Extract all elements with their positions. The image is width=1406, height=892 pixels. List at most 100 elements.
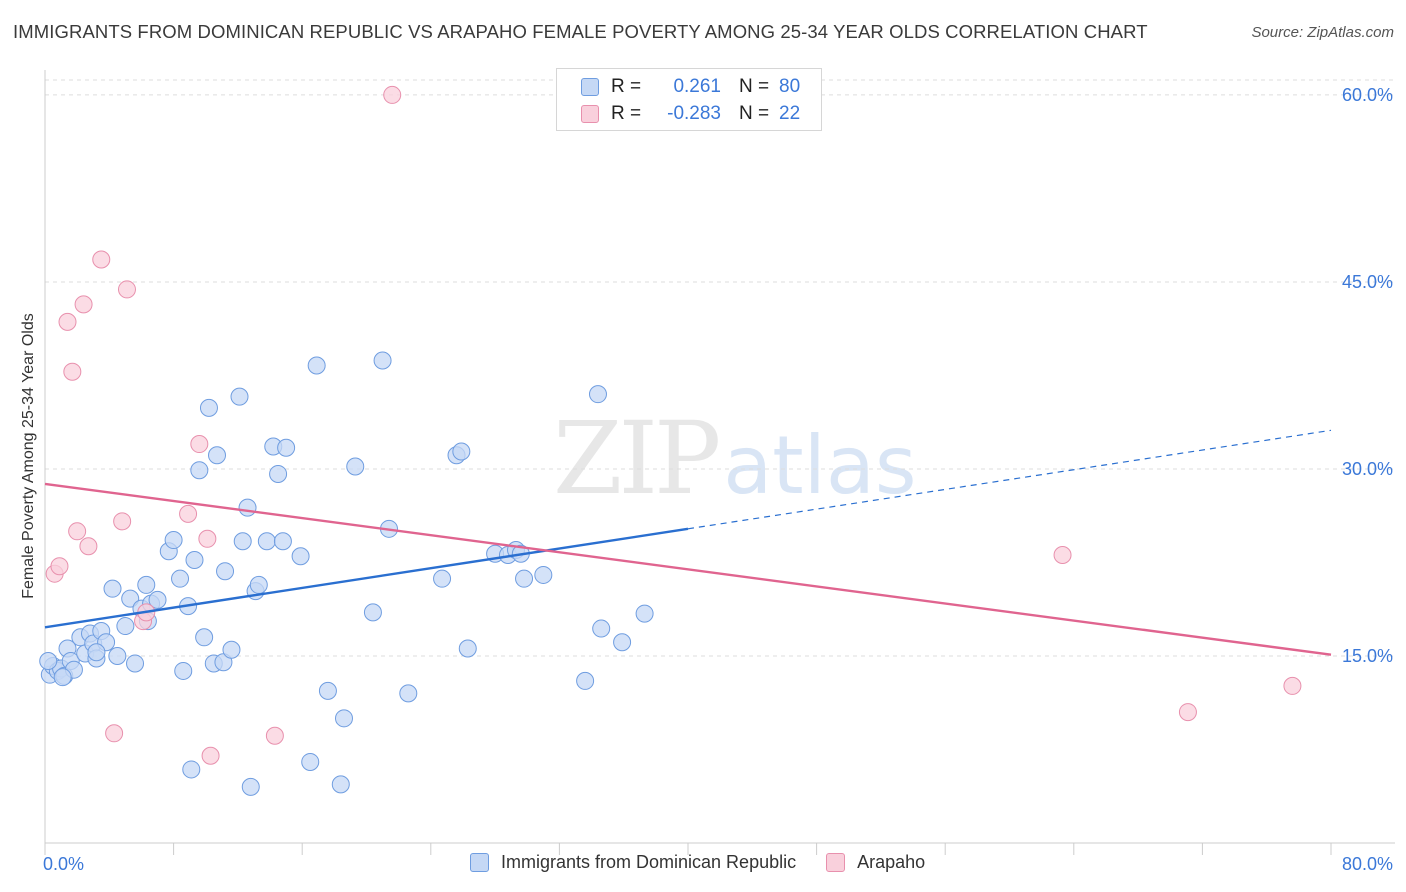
- legend-n-label: N =: [739, 103, 770, 124]
- point-dominican: [190, 461, 209, 480]
- legend-n-label: N =: [739, 76, 770, 97]
- series-legend-label: Arapaho: [857, 852, 926, 872]
- series-legend: Immigrants from Dominican Republic Arapa…: [470, 852, 955, 873]
- point-dominican: [87, 643, 106, 662]
- point-dominican: [164, 531, 183, 550]
- legend-r-value: -0.283: [667, 103, 721, 124]
- point-arapaho: [383, 85, 402, 104]
- point-arapaho: [265, 726, 284, 745]
- trendline-arapaho: [44, 482, 1332, 656]
- trendline-dominican-extension: [687, 429, 1332, 530]
- point-arapaho: [179, 504, 198, 523]
- point-dominican: [233, 532, 252, 551]
- point-dominican: [307, 356, 326, 375]
- point-dominican: [230, 387, 249, 406]
- legend-swatch-blue: [581, 78, 599, 96]
- series-legend-item-arapaho: Arapaho: [826, 852, 925, 873]
- point-dominican: [182, 760, 201, 779]
- point-arapaho: [105, 724, 124, 743]
- point-dominican: [249, 575, 268, 594]
- series-legend-item-dominican: Immigrants from Dominican Republic: [470, 852, 796, 873]
- y-tick-label: 30.0%: [1342, 459, 1393, 479]
- x-tick-label: 80.0%: [1342, 854, 1393, 874]
- point-dominican: [635, 604, 654, 623]
- legend-r-label: R =: [611, 76, 642, 97]
- watermark: ZIPatlas: [553, 400, 917, 517]
- point-dominican: [103, 579, 122, 598]
- point-dominican: [534, 565, 553, 584]
- point-dominican: [613, 633, 632, 652]
- point-arapaho: [1283, 676, 1302, 695]
- point-arapaho: [68, 522, 87, 541]
- point-arapaho: [1178, 703, 1197, 722]
- point-dominican: [185, 550, 204, 569]
- point-arapaho: [58, 312, 77, 331]
- point-dominican: [301, 752, 320, 771]
- point-dominican: [171, 569, 190, 588]
- point-arapaho: [50, 557, 69, 576]
- point-dominican: [576, 671, 595, 690]
- trendline-dominican: [44, 527, 689, 629]
- y-tick-label: 15.0%: [1342, 646, 1393, 666]
- point-dominican: [241, 777, 260, 796]
- point-arapaho: [190, 435, 209, 454]
- point-arapaho: [201, 746, 220, 765]
- stats-legend: R = 0.261 N = 80 R = -0.283 N = 22: [556, 68, 822, 131]
- point-dominican: [363, 603, 382, 622]
- legend-r-value: 0.261: [673, 76, 721, 97]
- point-dominican: [458, 639, 477, 658]
- point-dominican: [318, 681, 337, 700]
- point-arapaho: [63, 362, 82, 381]
- point-arapaho: [113, 512, 132, 531]
- point-dominican: [53, 668, 72, 687]
- watermark-zip: ZIP: [553, 400, 721, 517]
- series-swatch-blue: [470, 853, 489, 872]
- point-dominican: [121, 589, 140, 608]
- point-arapaho: [79, 537, 98, 556]
- point-dominican: [373, 351, 392, 370]
- point-dominican: [257, 532, 276, 551]
- point-dominican: [273, 532, 292, 551]
- point-arapaho: [117, 280, 136, 299]
- point-dominican: [399, 684, 418, 703]
- point-dominican: [39, 651, 58, 670]
- point-arapaho: [1053, 545, 1072, 564]
- point-dominican: [334, 709, 353, 728]
- legend-r-label: R =: [611, 103, 642, 124]
- y-tick-label: 60.0%: [1342, 85, 1393, 105]
- legend-n-value: 22: [779, 103, 801, 124]
- point-dominican: [515, 569, 534, 588]
- watermark-atlas: atlas: [723, 419, 917, 512]
- x-tick-label: 0.0%: [43, 854, 84, 874]
- legend-row-arapaho: R = -0.283 N = 22: [581, 102, 800, 126]
- series-swatch-pink: [826, 853, 846, 872]
- point-dominican: [108, 646, 127, 665]
- point-dominican: [588, 385, 607, 404]
- point-dominican: [126, 654, 145, 673]
- point-dominican: [216, 562, 235, 581]
- point-dominican: [238, 498, 257, 517]
- point-dominican: [452, 442, 471, 461]
- point-arapaho: [74, 295, 93, 314]
- point-dominican: [137, 575, 156, 594]
- point-dominican: [195, 628, 214, 647]
- point-dominican: [592, 619, 611, 638]
- point-dominican: [346, 457, 365, 476]
- y-tick-label: 45.0%: [1342, 272, 1393, 292]
- point-dominican: [331, 775, 350, 794]
- series-legend-label: Immigrants from Dominican Republic: [501, 852, 797, 872]
- point-dominican: [269, 464, 288, 483]
- legend-n-value: 80: [779, 76, 801, 97]
- point-dominican: [199, 398, 218, 417]
- point-dominican: [116, 617, 135, 636]
- legend-swatch-pink: [581, 105, 599, 123]
- point-dominican: [208, 446, 227, 465]
- legend-row-dominican: R = 0.261 N = 80: [581, 75, 800, 99]
- chart-title: IMMIGRANTS FROM DOMINICAN REPUBLIC VS AR…: [13, 21, 1148, 42]
- point-dominican: [222, 640, 241, 659]
- point-dominican: [433, 569, 452, 588]
- point-arapaho: [92, 250, 111, 269]
- point-arapaho: [198, 529, 217, 548]
- point-dominican: [277, 438, 296, 457]
- source-label: Source: ZipAtlas.com: [1251, 24, 1394, 41]
